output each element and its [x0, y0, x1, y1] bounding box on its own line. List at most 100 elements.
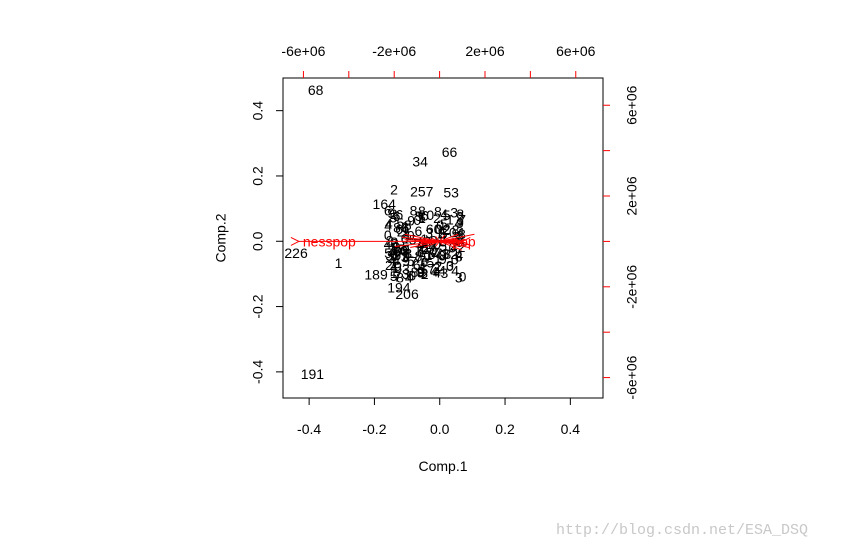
cluster-glyph: 9 — [402, 248, 410, 264]
cluster-glyph: 0 — [436, 217, 444, 233]
cluster-glyph: 0 — [438, 248, 446, 264]
cluster-glyph: 6 — [428, 246, 436, 262]
cluster-glyph: 2 — [433, 210, 441, 226]
top-tick-label: 2e+06 — [465, 43, 505, 59]
cluster-glyph: 5 — [409, 231, 417, 247]
cluster-glyph: 7 — [419, 261, 427, 277]
x-tick-label: -0.2 — [362, 421, 386, 437]
cluster-glyph: 2 — [458, 239, 466, 255]
cluster-glyph: 5 — [417, 244, 425, 260]
cluster-glyph: 4 — [392, 237, 400, 253]
cluster-glyph: 4 — [390, 258, 398, 274]
cluster-glyph: 7 — [434, 245, 442, 261]
cluster-glyph: 6 — [384, 202, 392, 218]
cluster-glyph: 4 — [384, 218, 392, 234]
observation-label: 206 — [395, 286, 419, 302]
top-tick-label: 6e+06 — [556, 43, 596, 59]
observation-label: 257 — [410, 184, 434, 200]
observation-label: 194 — [387, 279, 411, 295]
cluster-glyph: 6 — [393, 208, 401, 224]
cluster-glyph: 3 — [394, 259, 402, 275]
loading-arrow-minor — [435, 236, 440, 242]
cluster-glyph: 0 — [446, 258, 454, 274]
cluster-glyph: 8 — [415, 248, 423, 264]
cluster-glyph: 5 — [426, 255, 434, 271]
cluster-glyph: 6 — [402, 220, 410, 236]
cluster-glyph: 0 — [449, 225, 457, 241]
cluster-glyph: 5 — [389, 209, 397, 225]
cluster-glyph: 3 — [402, 266, 410, 282]
cluster-glyph: 5 — [402, 242, 410, 258]
cluster-glyph: 9 — [439, 251, 447, 267]
cluster-glyph: 9 — [417, 263, 425, 279]
cluster-glyph: 0 — [434, 221, 442, 237]
cluster-glyph: 8 — [458, 226, 466, 242]
x-tick-label: 0.0 — [430, 421, 450, 437]
cluster-glyph: 5 — [415, 208, 423, 224]
right-tick-label: 6e+06 — [624, 85, 640, 125]
cluster-glyph: 8 — [393, 243, 401, 259]
observation-label: 189 — [364, 266, 388, 282]
cluster-glyph: 0 — [413, 212, 421, 228]
cluster-glyph: 5 — [390, 268, 398, 284]
cluster-glyph: 4 — [388, 252, 396, 268]
cluster-glyph: 2 — [437, 226, 445, 242]
cluster-glyph: 1 — [426, 236, 434, 252]
cluster-glyph: 5 — [443, 207, 451, 223]
cluster-glyph: 2 — [385, 257, 393, 273]
cluster-glyph: 2 — [443, 221, 451, 237]
observation-label: 34 — [412, 154, 428, 170]
cluster-glyph: 5 — [396, 215, 404, 231]
observation-label: 53 — [443, 185, 459, 201]
cluster-glyph: 4 — [430, 264, 438, 280]
cluster-glyph: 6 — [413, 257, 421, 273]
cluster-glyph: 9 — [407, 213, 415, 229]
cluster-glyph: 3 — [455, 269, 463, 285]
cluster-glyph: 2 — [417, 239, 425, 255]
cluster-glyph: 7 — [441, 230, 449, 246]
loading-arrow-minor — [439, 233, 459, 242]
loading-arrow-minor — [435, 241, 440, 247]
loading-arrow-minor — [401, 236, 440, 242]
cluster-glyph: 3 — [443, 246, 451, 262]
cluster-glyph: 0 — [451, 251, 459, 267]
cluster-glyph: 8 — [452, 222, 460, 238]
cluster-glyph: 3 — [446, 257, 454, 273]
cluster-glyph: 4 — [438, 262, 446, 278]
plot-frame — [282, 77, 604, 399]
observation-label: 2 — [390, 181, 398, 197]
cluster-glyph: 4 — [390, 249, 398, 265]
cluster-glyph: 0 — [423, 248, 431, 264]
right-tick-label: -6e+06 — [624, 355, 640, 399]
cluster-glyph: 3 — [401, 219, 409, 235]
cluster-glyph: 3 — [456, 228, 464, 244]
cluster-glyph: 0 — [429, 243, 437, 259]
cluster-glyph: 7 — [428, 260, 436, 276]
cluster-glyph: 6 — [395, 221, 403, 237]
top-tick-label: -2e+06 — [372, 43, 416, 59]
cluster-glyph: 0 — [391, 236, 399, 252]
right-tick-label: 2e+06 — [624, 176, 640, 216]
cluster-glyph: 0 — [459, 269, 467, 285]
loading-arrow-minor — [439, 240, 470, 248]
cluster-glyph: 1 — [425, 247, 433, 263]
loading-arrow-minor — [439, 233, 475, 242]
cluster-glyph: 1 — [401, 219, 409, 235]
cluster-glyph: 2 — [431, 244, 439, 260]
cluster-glyph: 3 — [390, 239, 398, 255]
cluster-glyph: 5 — [402, 239, 410, 255]
x-tick-label: -0.4 — [297, 421, 321, 437]
cluster-glyph: 4 — [433, 264, 441, 280]
cluster-glyph: 6 — [415, 223, 423, 239]
cluster-glyph: 7 — [394, 269, 402, 285]
cluster-glyph: 4 — [384, 236, 392, 252]
cluster-glyph: 1 — [390, 265, 398, 281]
y-tick-label: 0.0 — [250, 231, 266, 251]
cluster-glyph: 3 — [442, 245, 450, 261]
cluster-glyph: 2 — [397, 223, 405, 239]
cluster-glyph: 1 — [420, 231, 428, 247]
cluster-glyph: 1 — [455, 229, 463, 245]
cluster-glyph: 4 — [440, 206, 448, 222]
loading-arrow-minor — [439, 234, 446, 242]
cluster-glyph: 1 — [401, 223, 409, 239]
